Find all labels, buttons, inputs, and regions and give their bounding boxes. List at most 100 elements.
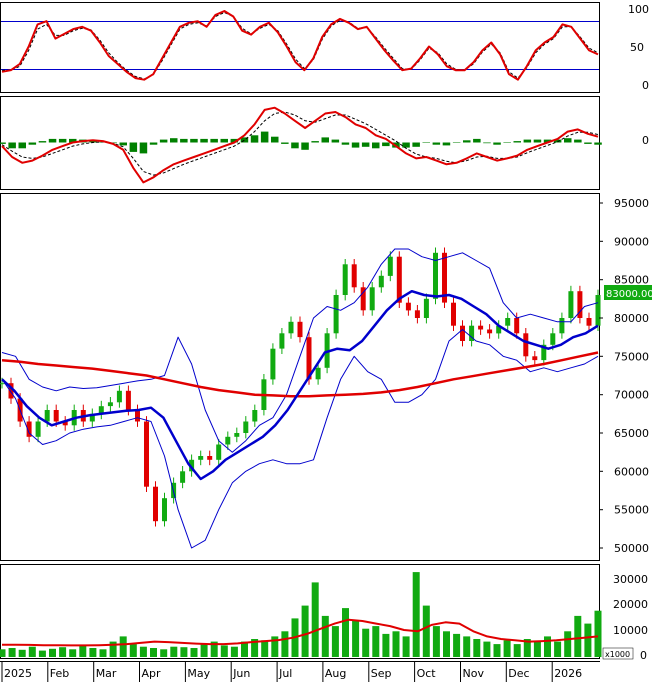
volume-bar [453,633,461,657]
volume-bar [220,645,228,657]
price-candle-body [225,436,231,445]
price-candle-body [442,252,447,303]
vol-tick-20000: 20000 [613,598,648,611]
volume-panel: 30000 20000 10000 0 x1000 [0,564,648,662]
macd-histogram-bar [0,142,6,144]
macd-histogram-bar [129,142,138,152]
price-candle-body [360,287,366,311]
price-candle-body [405,302,411,311]
price-candle-body [423,298,429,318]
volume-bar [311,582,319,657]
volume-bar [281,631,289,657]
macd-histogram-bar [240,137,249,143]
volume-bar [79,645,87,657]
price-candle-body [541,344,547,361]
price-candle-body [243,421,249,433]
volume-bar [412,572,420,657]
price-tick-label: 75000 [614,350,649,363]
macd-histogram-bar [533,139,542,143]
macd-histogram-bar [250,135,259,143]
price-candle-body [8,383,14,399]
price-candle-body [496,325,502,334]
price-candle-body [351,264,357,288]
volume-bar [18,649,26,657]
volume-bar [372,626,380,657]
month-label: Apr [142,667,162,680]
macd-line [1,106,599,184]
price-candle-body [586,318,592,326]
price-candle-body [333,295,339,334]
volume-bar [473,639,481,657]
macd-panel: 0 [0,96,649,190]
stoch-tick-100: 100 [628,3,649,16]
volume-bar [584,623,592,657]
volume-bar [160,649,168,657]
price-candle-body [44,410,50,422]
volume-bar [251,639,259,657]
macd-histogram-bar [291,142,299,149]
bollinger-upper-band [1,248,599,453]
macd-histogram-bar [200,138,208,143]
macd-histogram-bar [190,138,198,143]
price-candle-body [387,256,393,276]
price-candle-body [125,390,131,410]
macd-histogram-bar [180,138,188,143]
macd-histogram-bar [69,138,77,143]
stochastic-frame [0,2,600,93]
volume-bar [422,605,430,657]
volume-bar [523,639,531,657]
price-candle-body [252,410,258,422]
volume-bar [594,610,602,657]
volume-bar [402,636,410,657]
month-label: Aug [325,667,346,680]
last-price-tag [604,285,652,300]
price-candle-body [26,421,32,437]
price-candle-body [559,318,565,334]
volume-bar [129,644,137,657]
price-tick-label: 65000 [614,427,649,440]
price-candle-body [135,410,140,422]
macd-histogram-bar [402,142,410,148]
volume-bar [119,636,127,657]
price-candle-body [297,321,303,338]
price-candle-body [577,291,583,318]
price-candle-body [153,486,158,522]
macd-histogram-bar [574,139,582,143]
last-price-label: 83000.00 [606,289,653,300]
volume-bar [139,646,147,657]
month-label: 2026 [554,667,582,680]
price-candle-body [116,390,122,403]
volume-bar [544,636,551,657]
volume-moving-average-line [2,618,599,647]
price-candle-body [514,318,520,334]
macd-histogram-bar [28,142,37,145]
volume-bar [8,648,16,657]
macd-histogram-bar [119,142,127,146]
volume-bar [392,631,400,657]
volume-bar [321,615,329,657]
volume-bar [301,605,309,657]
price-candle-body [162,498,167,522]
volume-bar [362,628,370,657]
volume-bar [28,646,36,657]
price-candle-body [550,333,556,345]
macd-histogram-bar [452,142,461,143]
vol-tick-0: 0 [640,649,647,662]
volume-bar [109,641,117,657]
volume-unit-box [602,647,634,660]
macd-histogram-bar [89,140,97,143]
price-tick-label: 55000 [614,504,649,517]
volume-frame [0,564,600,659]
volume-bar [443,631,450,657]
volume-bar [432,626,440,657]
stoch-tick-0: 0 [642,79,649,92]
macd-histogram-bar [584,142,592,144]
volume-bar [503,640,511,657]
volume-bar [89,648,97,657]
month-label: Jun [232,667,250,680]
macd-histogram-bar [493,142,501,145]
moving-average-long-line [1,351,599,398]
volume-bar [59,647,67,657]
month-axis: 2025 Feb Mar Apr May Jun Jul Aug Sep Oct Nov Dec 202… [0,661,600,682]
macd-histogram-bar [18,142,26,149]
